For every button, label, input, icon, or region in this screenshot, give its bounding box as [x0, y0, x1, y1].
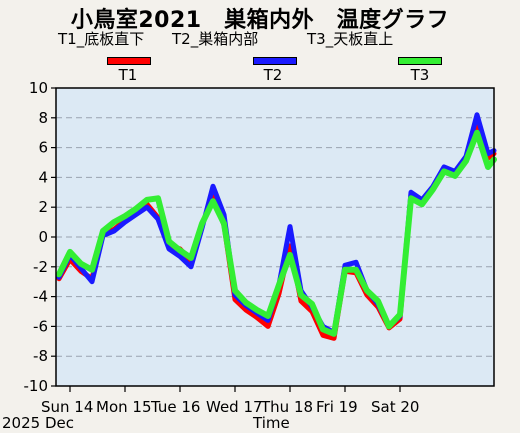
x-tick-label: Tue 16: [150, 398, 200, 416]
y-tick-label: 6: [38, 139, 48, 157]
series-line-T3: [56, 129, 497, 337]
legend-swatch-T3: [398, 57, 442, 65]
y-tick-label: -2: [33, 258, 48, 276]
y-tick-label: 0: [38, 228, 48, 246]
legend-swatch-T2: [253, 57, 297, 65]
y-tick-label: 2: [38, 198, 48, 216]
y-tick-label: 4: [38, 168, 48, 186]
y-tick-label: -6: [33, 317, 48, 335]
x-axis-label: Time: [253, 414, 290, 432]
legend-short-T2: T2: [263, 66, 283, 84]
y-tick-label: -10: [24, 377, 49, 395]
legend-short-T1: T1: [118, 66, 138, 84]
legend-short-T3: T3: [410, 66, 430, 84]
x-tick-label: Sat 20: [371, 398, 419, 416]
x-tick-label: Fri 19: [316, 398, 358, 416]
chart-title: 小鳥室2021 巣箱内外 温度グラフ: [70, 8, 450, 33]
x-tick-label: Mon 15: [96, 398, 151, 416]
date-label: 2025 Dec: [2, 414, 74, 432]
y-tick-label: -4: [33, 288, 48, 306]
x-tick-label: Thu 18: [260, 398, 313, 416]
y-tick-label: 10: [29, 79, 48, 97]
legend-label-T2: T2_巣箱内部: [172, 30, 259, 48]
x-tick-label: Wed 17: [206, 398, 263, 416]
legend-swatch-T1: [107, 57, 151, 65]
legend-label-T1: T1_底板直下: [58, 30, 145, 48]
x-tick-label: Sun 14: [41, 398, 93, 416]
y-tick-label: 8: [38, 109, 48, 127]
y-tick-label: -8: [33, 347, 48, 365]
legend-label-T3: T3_天板直上: [307, 30, 394, 48]
